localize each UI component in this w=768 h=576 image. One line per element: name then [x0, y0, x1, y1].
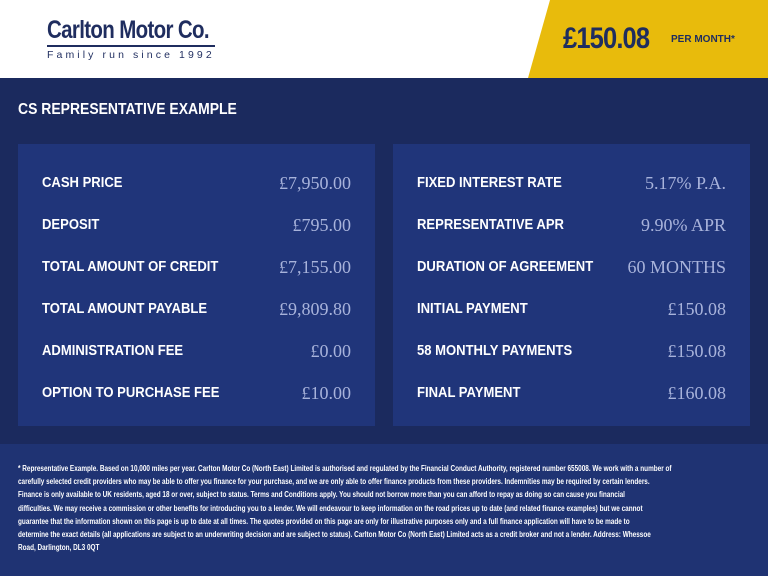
logo[interactable]: Carlton Motor Co. Family run since 1992: [47, 16, 244, 61]
finance-row: ADMINISTRATION FEE £0.00: [42, 339, 351, 363]
disclaimer: * Representative Example. Based on 10,00…: [0, 444, 768, 576]
price-banner: [528, 0, 768, 78]
disclaimer-line: difficulties. We may receive a commissio…: [18, 503, 643, 513]
finance-value: £7,155.00: [279, 256, 351, 277]
disclaimer-line: * Representative Example. Based on 10,00…: [18, 464, 672, 473]
finance-label: FIXED INTEREST RATE: [417, 175, 562, 191]
disclaimer-line: determine the exact details (all applica…: [18, 530, 651, 540]
finance-value: 9.90% APR: [640, 214, 726, 235]
finance-panel-left: CASH PRICE £7,950.00 DEPOSIT £795.00 TOTAL A…: [18, 144, 375, 426]
finance-label: OPTION TO PURCHASE FEE: [42, 385, 220, 401]
finance-row: REPRESENTATIVE APR 9.90% APR: [417, 213, 726, 237]
finance-label: FINAL PAYMENT: [417, 385, 521, 401]
finance-value: £795.00: [292, 214, 352, 235]
price-amount: £150.08: [563, 22, 650, 55]
finance-row: CASH PRICE £7,950.00: [42, 171, 351, 195]
disclaimer-line: Finance is only available to UK resident…: [18, 490, 625, 500]
finance-row: FIXED INTEREST RATE 5.17% P.A.: [417, 171, 726, 195]
finance-label: INITIAL PAYMENT: [417, 301, 528, 317]
finance-label: TOTAL AMOUNT OF CREDIT: [42, 259, 219, 275]
finance-value: £7,950.00: [279, 172, 351, 193]
finance-label: ADMINISTRATION FEE: [42, 343, 184, 359]
section-title: CS REPRESENTATIVE EXAMPLE: [18, 101, 237, 118]
finance-label: DURATION OF AGREEMENT: [417, 259, 594, 275]
finance-label: REPRESENTATIVE APR: [417, 217, 564, 233]
header: Carlton Motor Co. Family run since 1992 …: [0, 0, 768, 78]
logo-name: Carlton Motor Co.: [47, 16, 210, 44]
finance-value: £150.08: [667, 298, 727, 319]
disclaimer-line: carefully selected credit providers who …: [18, 477, 650, 487]
finance-label: TOTAL AMOUNT PAYABLE: [42, 301, 208, 317]
finance-label: 58 MONTHLY PAYMENTS: [417, 343, 573, 359]
disclaimer-line: guarantee that the information shown on …: [18, 516, 630, 526]
price-suffix: PER MONTH*: [671, 34, 735, 45]
finance-row: DEPOSIT £795.00: [42, 213, 351, 237]
finance-label: DEPOSIT: [42, 217, 100, 233]
disclaimer-line: Road, Darlington, DL3 0QT: [18, 543, 100, 553]
finance-panel-right: FIXED INTEREST RATE 5.17% P.A. REPRESENTAT…: [393, 144, 750, 426]
finance-value: 5.17% P.A.: [644, 172, 726, 193]
finance-value: 60 MONTHS: [627, 256, 726, 277]
finance-row: TOTAL AMOUNT OF CREDIT £7,155.00: [42, 255, 351, 279]
finance-row: FINAL PAYMENT £160.08: [417, 381, 726, 405]
finance-value: £10.00: [301, 382, 352, 403]
logo-tagline: Family run since 1992: [47, 49, 215, 61]
monthly-price: £150.08 PER MONTH*: [563, 22, 735, 56]
finance-row: INITIAL PAYMENT £150.08: [417, 297, 726, 321]
logo-underline: [47, 45, 215, 47]
finance-value: £150.08: [667, 340, 727, 361]
finance-row: OPTION TO PURCHASE FEE £10.00: [42, 381, 351, 405]
finance-row: DURATION OF AGREEMENT 60 MONTHS: [417, 255, 726, 279]
finance-label: CASH PRICE: [42, 175, 123, 191]
finance-row: 58 MONTHLY PAYMENTS £150.08: [417, 339, 726, 363]
finance-value: £0.00: [310, 340, 352, 361]
finance-value: £160.08: [667, 382, 727, 403]
finance-value: £9,809.80: [279, 298, 351, 319]
finance-row: TOTAL AMOUNT PAYABLE £9,809.80: [42, 297, 351, 321]
